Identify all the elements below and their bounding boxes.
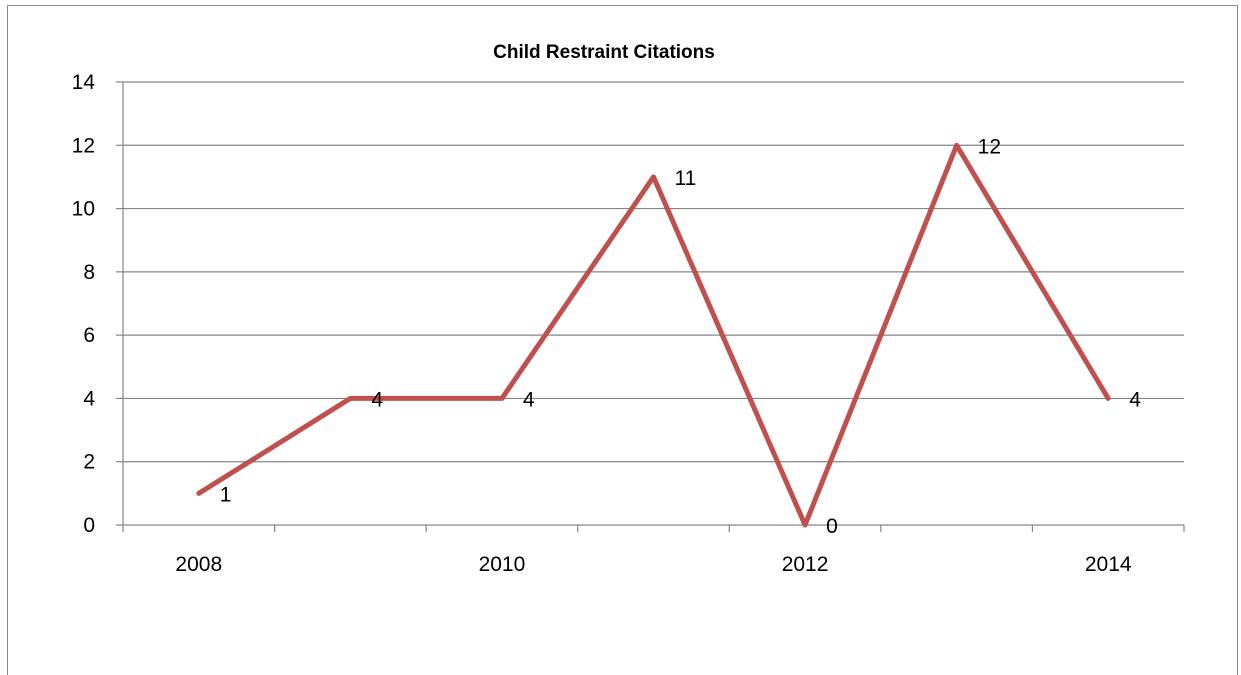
data-label: 1 bbox=[220, 483, 232, 506]
y-tick-label: 6 bbox=[83, 324, 95, 347]
y-tick-label: 12 bbox=[72, 134, 95, 157]
y-tick-label: 14 bbox=[72, 71, 96, 94]
y-axis-tick-labels: 0 2 4 6 8 10 12 14 bbox=[72, 71, 96, 537]
data-label: 4 bbox=[371, 388, 383, 411]
y-tick-label: 0 bbox=[83, 514, 95, 537]
y-tick-label: 8 bbox=[83, 261, 95, 284]
data-label: 12 bbox=[978, 135, 1001, 158]
data-labels: 1 4 4 11 0 12 4 bbox=[220, 135, 1141, 538]
x-tick-label: 2008 bbox=[175, 553, 222, 576]
x-tick-label: 2010 bbox=[479, 553, 526, 576]
chart-title: Child Restraint Citations bbox=[493, 42, 715, 63]
data-label: 11 bbox=[675, 167, 697, 190]
x-tick-label: 2012 bbox=[782, 553, 829, 576]
y-tick-label: 10 bbox=[72, 198, 95, 221]
gridlines bbox=[123, 82, 1184, 462]
x-tick-label: 2014 bbox=[1085, 553, 1132, 576]
x-axis-tick-labels: 2008 2010 2012 2014 bbox=[175, 553, 1131, 576]
data-label: 0 bbox=[826, 515, 838, 538]
y-tick-label: 4 bbox=[83, 387, 95, 410]
y-tick-label: 2 bbox=[83, 451, 95, 474]
data-label: 4 bbox=[523, 388, 535, 411]
data-label: 4 bbox=[1129, 388, 1141, 411]
axes bbox=[116, 82, 1184, 532]
